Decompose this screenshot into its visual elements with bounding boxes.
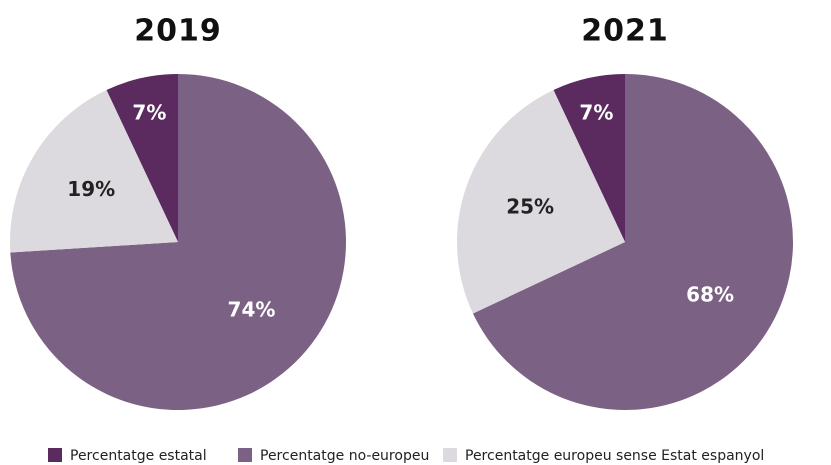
data-label: 19% <box>67 177 115 201</box>
pie-slice <box>106 74 178 242</box>
legend-label: Percentatge estatal <box>70 448 207 464</box>
pie-slice <box>457 89 625 314</box>
chart-title: 2019 <box>134 14 222 49</box>
legend-label: Percentatge no-europeu <box>260 448 429 464</box>
pie-slice <box>9 89 178 253</box>
data-label: 68% <box>686 283 734 307</box>
pie-slice <box>10 74 346 410</box>
legend-label: Percentatge europeu sense Estat espanyol <box>465 448 764 464</box>
legend-swatch <box>443 448 457 462</box>
data-label: 7% <box>132 101 166 125</box>
data-label: 25% <box>506 194 554 218</box>
legend-swatch <box>48 448 62 462</box>
chart-title: 2021 <box>581 14 669 49</box>
data-label: 74% <box>228 298 276 322</box>
data-label: 7% <box>579 101 613 125</box>
pie-slice <box>553 74 625 242</box>
legend-swatch <box>238 448 252 462</box>
pie-slice <box>472 74 793 411</box>
